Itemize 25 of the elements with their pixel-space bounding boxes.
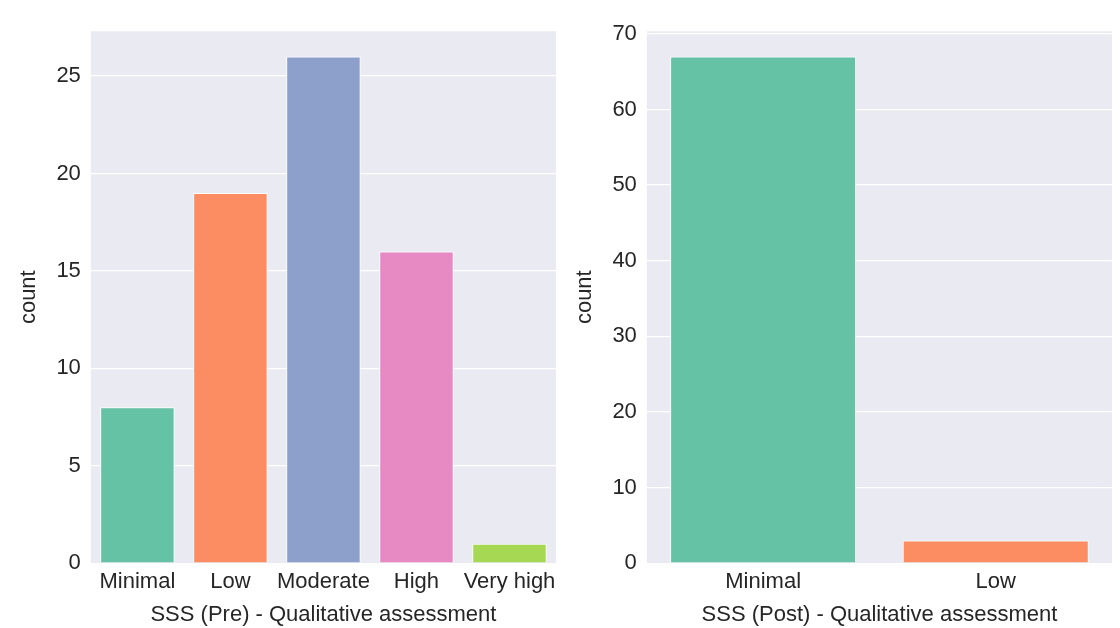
- y-tick-label: 70: [612, 19, 637, 45]
- x-tick-label: High: [393, 568, 440, 594]
- y-tick-label: 50: [612, 171, 637, 197]
- x-axis-title: SSS (Post) - Qualitative assessment: [701, 600, 1058, 626]
- x-tick-label: Low: [210, 568, 251, 594]
- x-tick-label: Moderate: [276, 568, 370, 594]
- y-tick-label: 30: [612, 322, 637, 348]
- y-tick-label: 10: [56, 354, 81, 380]
- y-tick-label: 0: [624, 549, 637, 575]
- x-axis-title: SSS (Pre) - Qualitative assessment: [150, 600, 497, 626]
- x-tick-label: Very high: [463, 568, 556, 594]
- y-tick-label: 25: [56, 62, 81, 88]
- y-tick-label: 15: [56, 256, 81, 282]
- y-tick-label: 20: [56, 159, 81, 185]
- y-axis-title: count: [571, 270, 597, 325]
- x-tick-label: Minimal: [725, 568, 802, 594]
- y-tick-label: 0: [68, 549, 81, 575]
- y-axis-title: count: [15, 270, 41, 325]
- x-tick-label: Minimal: [99, 568, 176, 594]
- x-tick-label: Low: [975, 568, 1017, 594]
- y-tick-label: 5: [68, 451, 81, 477]
- y-tick-label: 10: [612, 473, 637, 499]
- y-tick-label: 60: [612, 95, 637, 121]
- y-tick-label: 40: [612, 246, 637, 272]
- y-tick-label: 20: [612, 398, 637, 424]
